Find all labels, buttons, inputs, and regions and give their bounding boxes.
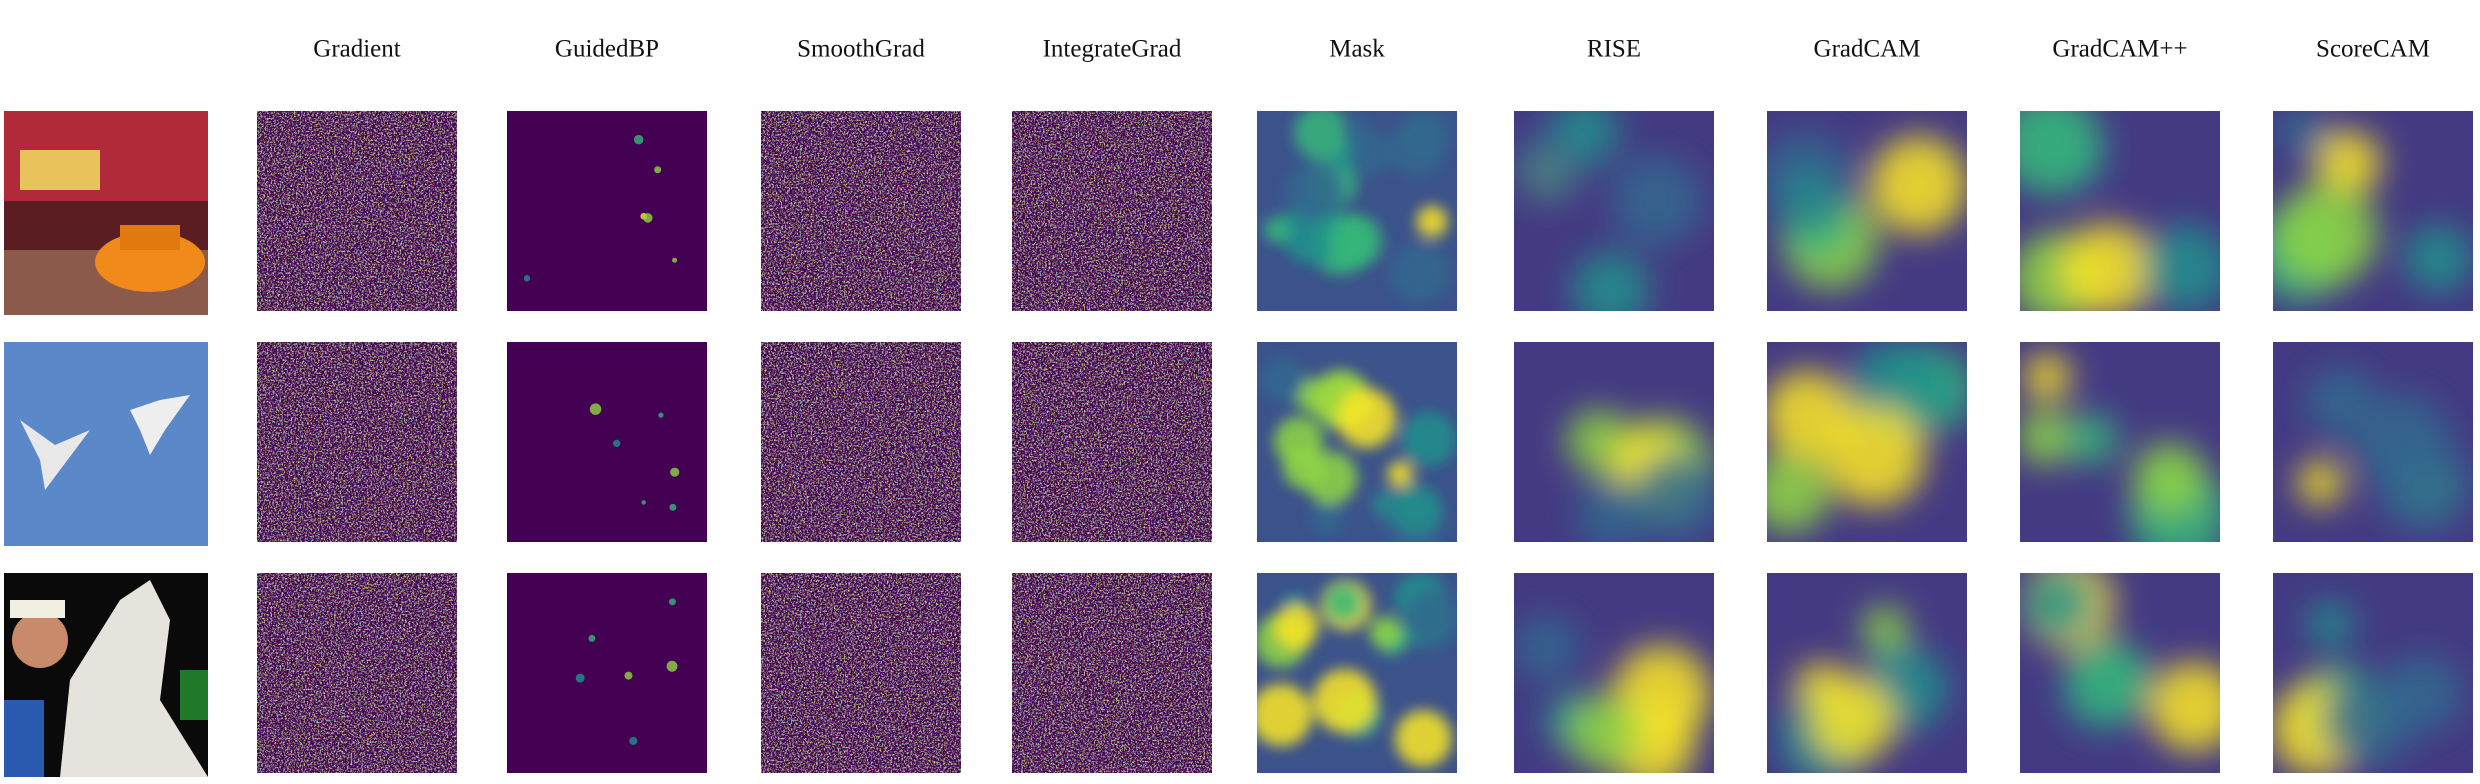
saliency-map <box>1257 111 1457 311</box>
column-header: ScoreCAM <box>2316 36 2430 63</box>
saliency-map <box>2273 342 2473 542</box>
saliency-map <box>1012 573 1212 773</box>
input-image <box>4 342 208 546</box>
column-header: IntegrateGrad <box>1043 36 1182 63</box>
saliency-map <box>761 111 961 311</box>
saliency-map <box>1514 111 1714 311</box>
saliency-map <box>1012 342 1212 542</box>
column-header: GuidedBP <box>555 36 659 63</box>
saliency-map <box>1012 111 1212 311</box>
column-header: GradCAM <box>1814 36 1921 63</box>
saliency-map <box>1514 342 1714 542</box>
saliency-map <box>257 342 457 542</box>
saliency-map <box>2273 573 2473 773</box>
column-header: SmoothGrad <box>797 36 925 63</box>
saliency-map <box>1257 573 1457 773</box>
input-image <box>4 573 208 777</box>
saliency-map <box>2020 573 2220 773</box>
saliency-map <box>257 111 457 311</box>
column-header: GradCAM++ <box>2052 36 2187 63</box>
input-image <box>4 111 208 315</box>
column-header: Gradient <box>313 36 401 63</box>
saliency-map <box>1767 111 1967 311</box>
saliency-map <box>2273 111 2473 311</box>
saliency-map <box>1767 573 1967 773</box>
saliency-map <box>257 573 457 773</box>
saliency-map <box>2020 342 2220 542</box>
saliency-map <box>1514 573 1714 773</box>
saliency-map <box>761 573 961 773</box>
saliency-map <box>1767 342 1967 542</box>
saliency-map <box>1257 342 1457 542</box>
saliency-map <box>507 111 707 311</box>
saliency-map <box>507 342 707 542</box>
column-header: RISE <box>1587 36 1641 63</box>
saliency-map <box>761 342 961 542</box>
saliency-map <box>507 573 707 773</box>
column-header: Mask <box>1329 36 1385 63</box>
saliency-map <box>2020 111 2220 311</box>
